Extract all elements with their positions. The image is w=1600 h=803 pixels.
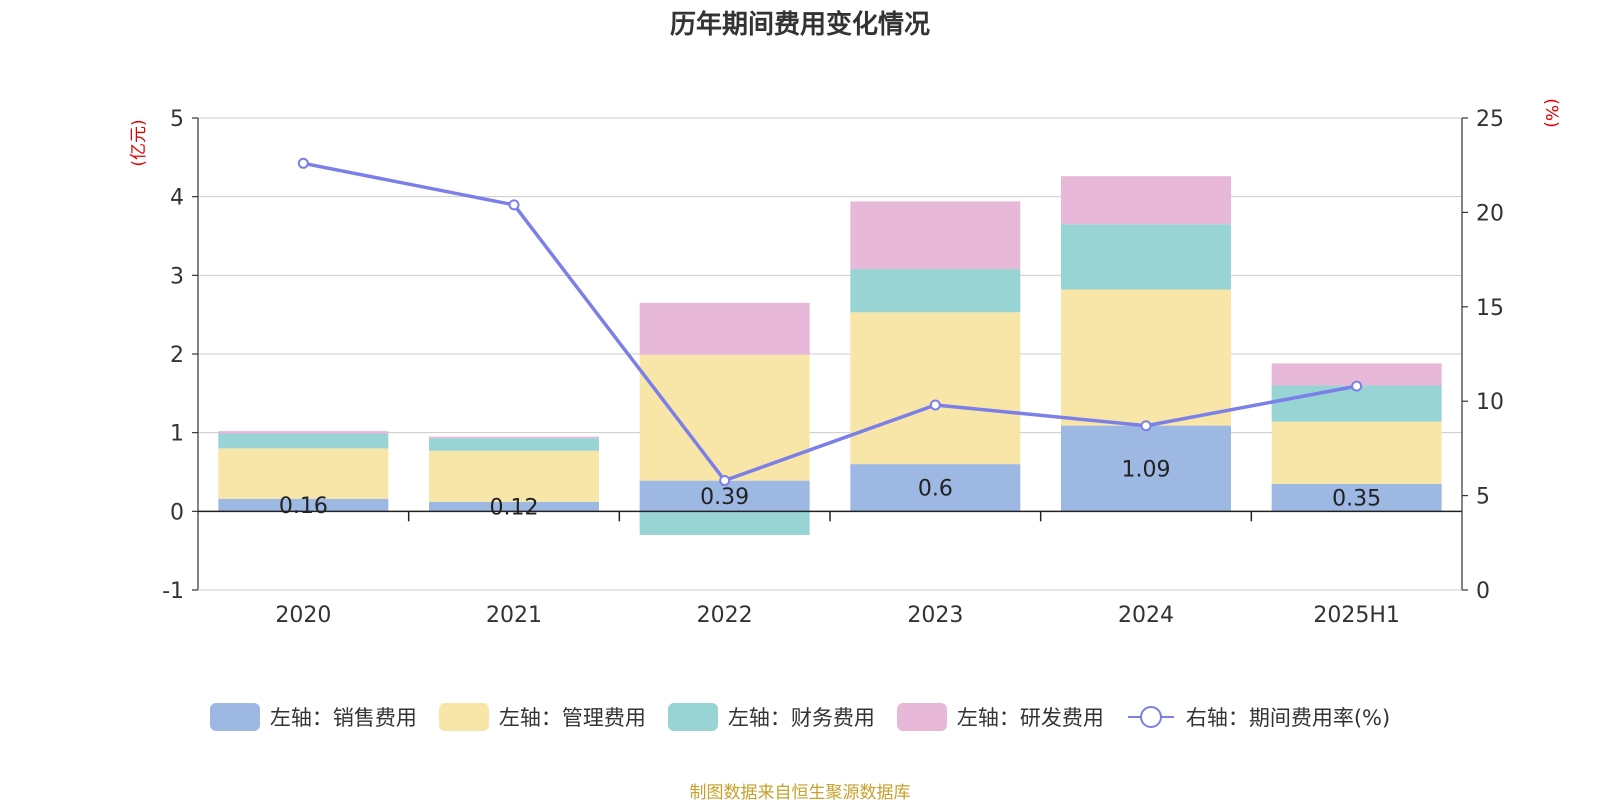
left-tick-label: 5 (170, 107, 184, 132)
legend-label: 左轴：销售费用 (269, 706, 417, 730)
legend-item[interactable]: 左轴：销售费用 (209, 702, 417, 732)
rate-line-series (297, 157, 1363, 486)
bar-segment-2 (1061, 224, 1231, 290)
category-label: 2021 (486, 603, 542, 628)
legend: 左轴：销售费用 左轴：管理费用 左轴：财务费用 左轴：研发费用 右轴：期间费用率(%) (0, 702, 1600, 732)
rate-point (1351, 380, 1363, 392)
bar-segment-1 (639, 354, 810, 481)
chart-title: 历年期间费用变化情况 (669, 10, 930, 40)
rate-point (1140, 420, 1152, 432)
bar-segment-0 (429, 501, 599, 512)
bar-segment-0 (850, 464, 1021, 512)
rate-point (929, 399, 941, 411)
category-label: 2022 (697, 603, 753, 628)
rate-point (508, 199, 520, 211)
bar-segment-1 (218, 448, 389, 499)
source-note: 制图数据来自恒生聚源数据库 (689, 783, 911, 803)
bar-segment-1 (1271, 421, 1442, 484)
left-tick-label: 2 (170, 343, 184, 368)
bar-data-label: 0.35 (1332, 487, 1381, 512)
left-tick-label: -1 (162, 579, 184, 604)
bar-segment-2 (429, 438, 599, 451)
axes: -1 0 1 2 3 4 5 0 5 10 15 20 25 (亿元) (%) 2020 2021 2022 202… (129, 98, 1561, 628)
legend-label: 左轴：研发费用 (956, 706, 1104, 730)
bar-segment-0 (1271, 483, 1442, 512)
right-tick-label: 5 (1476, 485, 1490, 510)
right-tick-label: 0 (1476, 579, 1490, 604)
bar-segment-3 (1271, 363, 1442, 386)
legend-label: 右轴：期间费用率(%) (1185, 706, 1391, 730)
bar-data-label: 1.09 (1122, 457, 1171, 482)
right-axis-unit-label: (%) (1541, 98, 1561, 127)
bar-segment-0 (1061, 425, 1231, 512)
left-tick-label: 1 (170, 422, 184, 447)
rate-point (297, 157, 309, 169)
bar-segment-1 (850, 312, 1021, 465)
left-axis-unit-label: (亿元) (129, 119, 149, 166)
bar-segment-0 (218, 498, 389, 512)
bar-segment-1 (1061, 289, 1231, 426)
right-tick-label: 20 (1476, 201, 1504, 226)
bar-segment-2 (850, 269, 1021, 313)
bar-data-label: 0.39 (700, 485, 749, 510)
right-tick-label: 10 (1476, 390, 1504, 415)
legend-line-circle-icon (1127, 706, 1174, 728)
bar-segment-3 (429, 436, 599, 439)
legend-item[interactable]: 左轴：研发费用 (896, 702, 1104, 732)
bar-segment-1 (429, 450, 599, 502)
legend-swatch (209, 703, 260, 731)
bar-segment-3 (850, 201, 1021, 270)
bar-segment-3 (639, 302, 810, 355)
category-label: 2025H1 (1313, 603, 1400, 628)
bar-data-label: 0.12 (490, 496, 539, 521)
data-labels: 0.16 0.12 0.39 0.6 1.09 0.35 (279, 457, 1381, 520)
legend-label: 左轴：财务费用 (727, 706, 875, 730)
rate-line (302, 161, 1357, 483)
left-tick-label: 4 (170, 186, 184, 211)
bar-segment-2 (218, 433, 389, 449)
legend-item[interactable]: 左轴：管理费用 (438, 702, 646, 732)
category-label: 2024 (1118, 603, 1174, 628)
bar-data-label: 0.16 (279, 494, 328, 519)
bar-series (218, 176, 1442, 535)
left-tick-label: 0 (170, 500, 184, 525)
rate-point (719, 474, 731, 486)
bar-segment-3 (1061, 176, 1231, 225)
right-tick-label: 25 (1476, 107, 1504, 132)
bar-data-label: 0.6 (918, 477, 953, 502)
right-tick-label: 15 (1476, 296, 1504, 321)
legend-swatch (438, 703, 489, 731)
legend-swatch (896, 703, 947, 731)
category-label: 2023 (907, 603, 963, 628)
legend-label: 左轴：管理费用 (498, 706, 646, 730)
bar-segment-3 (218, 431, 389, 434)
category-label: 2020 (275, 603, 331, 628)
legend-item[interactable]: 左轴：财务费用 (667, 702, 875, 732)
legend-item[interactable]: 右轴：期间费用率(%) (1126, 702, 1390, 732)
bar-segment-2 (639, 511, 810, 535)
legend-swatch (667, 703, 718, 731)
left-tick-label: 3 (170, 264, 184, 289)
